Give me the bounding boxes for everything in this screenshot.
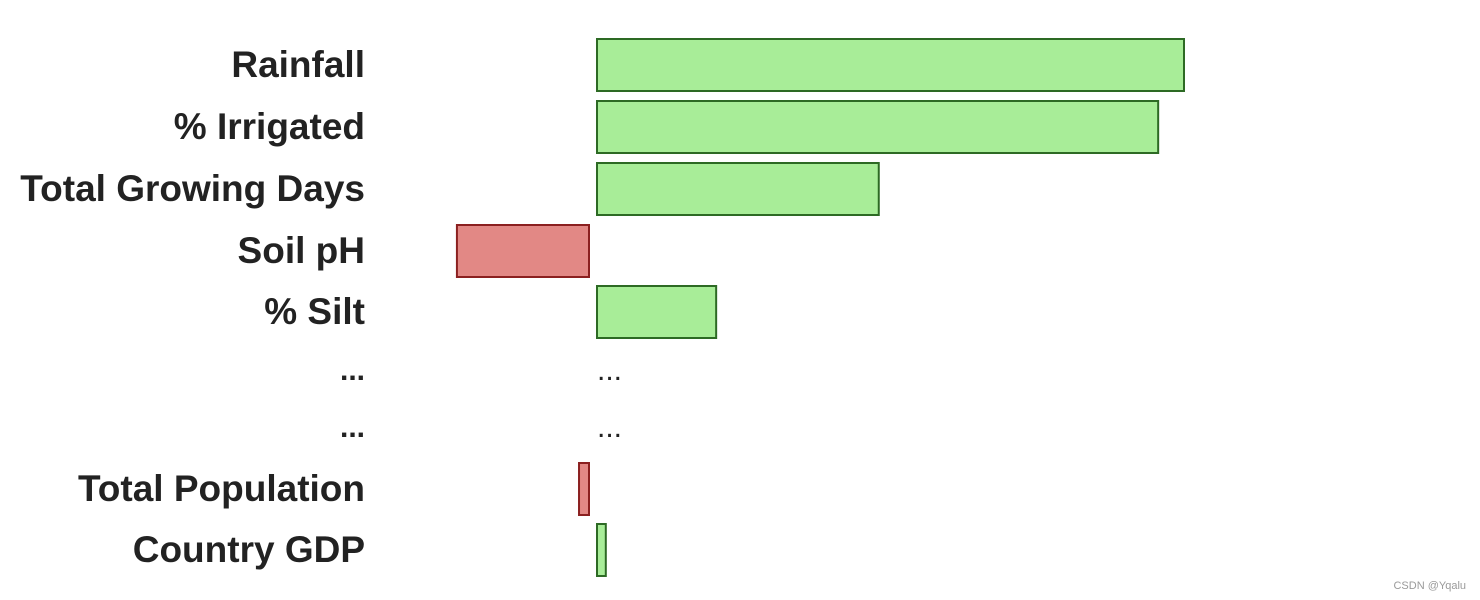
category-label: ... (340, 411, 365, 444)
negative-bar (455, 224, 590, 278)
positive-bar (596, 285, 718, 339)
category-label: % Silt (264, 291, 365, 332)
positive-bar (596, 162, 880, 216)
category-label: Soil pH (238, 230, 365, 271)
category-label: Total Population (78, 468, 365, 509)
value-placeholder: ... (597, 354, 622, 387)
watermark: CSDN @Yqalu (1393, 580, 1466, 592)
value-placeholder: ... (597, 411, 622, 444)
negative-bar (578, 462, 590, 516)
category-label: Rainfall (231, 44, 365, 85)
category-label: Country GDP (133, 529, 365, 570)
category-label: ... (340, 354, 365, 387)
positive-bar (596, 100, 1160, 154)
category-label: % Irrigated (174, 106, 365, 147)
category-label: Total Growing Days (20, 168, 365, 209)
positive-bar (596, 523, 607, 577)
positive-bar (596, 38, 1185, 92)
